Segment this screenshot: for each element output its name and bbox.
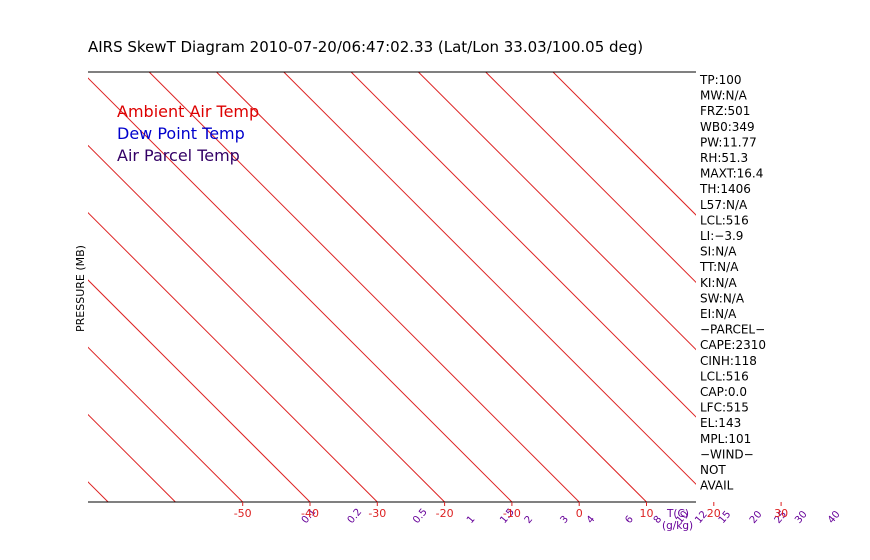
- bottom-temp-tick-label: -30: [368, 507, 386, 520]
- bottom-temp-tick-label: 0: [576, 507, 583, 520]
- index-entry: EI:N/A: [700, 307, 737, 321]
- legend: Ambient Air Temp Dew Point Temp Air Parcel…: [117, 102, 259, 165]
- index-entry: CINH:118: [700, 354, 757, 368]
- mixing-ratio-tick-label: 20: [748, 509, 765, 526]
- isotherm-line: [88, 211, 378, 502]
- isotherm-line: [88, 481, 109, 502]
- index-entry: MPL:101: [700, 432, 751, 446]
- index-entry: L57:N/A: [700, 198, 748, 212]
- y-axis-label: PRESSURE (MB): [74, 245, 87, 332]
- mixing-ratio-tick-label: 4: [585, 514, 598, 526]
- index-entry: PW:11.77: [700, 135, 757, 149]
- mixing-ratio-tick-label: 0.2: [346, 507, 365, 526]
- isotherm-line: [283, 72, 696, 485]
- bottom-temp-tick-label: -20: [436, 507, 454, 520]
- index-entry: MAXT:16.4: [700, 167, 763, 181]
- isotherm-line: [0, 72, 41, 502]
- isotherm-line: [88, 77, 513, 502]
- isotherm-line: [418, 72, 696, 351]
- bottom-temp-tick-label: -50: [234, 507, 252, 520]
- index-entry: WB0:349: [700, 120, 755, 134]
- isotherm-line: [88, 346, 244, 502]
- index-entry: TP:100: [699, 73, 742, 87]
- index-entry: RH:51.3: [700, 151, 748, 165]
- index-entry: KI:N/A: [700, 276, 737, 290]
- chart-title: AIRS SkewT Diagram 2010-07-20/06:47:02.3…: [88, 38, 643, 56]
- mixing-ratio-tick-label: 2: [523, 514, 536, 526]
- bottom-temp-tick-label: 20: [707, 507, 721, 520]
- mixing-ratio-unit-label: (g/kg): [662, 520, 693, 532]
- isotherm-line: [485, 72, 696, 284]
- legend-dewpoint: Dew Point Temp: [117, 124, 245, 143]
- grid-layer: [0, 72, 696, 502]
- bottom-temp-tick-label: -40: [301, 507, 319, 520]
- mixing-ratio-tick-label: 30: [793, 509, 810, 526]
- bottom-temp-tick-label: 30: [774, 507, 788, 520]
- isotherm-line: [88, 413, 176, 502]
- index-entry: FRZ:501: [700, 104, 750, 118]
- bottom-temp-tick-label: -10: [503, 507, 521, 520]
- isotherm-line: [552, 72, 696, 216]
- isotherm-line: [88, 279, 311, 502]
- index-entry: LCL:516: [700, 369, 749, 383]
- index-entry: MW:N/A: [700, 89, 748, 103]
- mixing-ratio-tick-label: 1: [465, 514, 478, 526]
- index-entry: AVAIL: [700, 479, 734, 493]
- index-entry: CAP:0.0: [700, 385, 747, 399]
- index-entry: LCL:516: [700, 213, 749, 227]
- index-entry: −WIND−: [700, 447, 754, 461]
- x-axis-unit-label: T(C): [666, 508, 689, 520]
- index-entry: SI:N/A: [700, 245, 737, 259]
- isotherm-line: [216, 72, 647, 502]
- mixing-ratio-tick-label: 3: [559, 514, 572, 526]
- legend-ambient: Ambient Air Temp: [117, 102, 259, 121]
- index-entry: TT:N/A: [699, 260, 739, 274]
- index-entry: LFC:515: [700, 401, 749, 415]
- isotherm-line: [148, 72, 580, 502]
- legend-parcel: Air Parcel Temp: [117, 146, 240, 165]
- mixing-ratio-tick-label: 40: [826, 509, 843, 526]
- index-entry: NOT: [700, 463, 726, 477]
- index-entry: CAPE:2310: [700, 338, 766, 352]
- index-entry: EL:143: [700, 416, 741, 430]
- index-entry: LI:−3.9: [700, 229, 743, 243]
- mixing-ratio-tick-label: 6: [623, 514, 636, 526]
- index-entry: −PARCEL−: [700, 323, 765, 337]
- isotherm-line: [350, 72, 696, 418]
- mixing-ratio-tick-label: 0.5: [411, 507, 430, 526]
- index-entry: SW:N/A: [700, 291, 745, 305]
- mixing-ratio-tick-label: 8: [652, 514, 665, 526]
- bottom-temp-tick-label: 10: [640, 507, 654, 520]
- isotherm-line: [88, 144, 445, 502]
- index-entry: TH:1406: [699, 182, 751, 196]
